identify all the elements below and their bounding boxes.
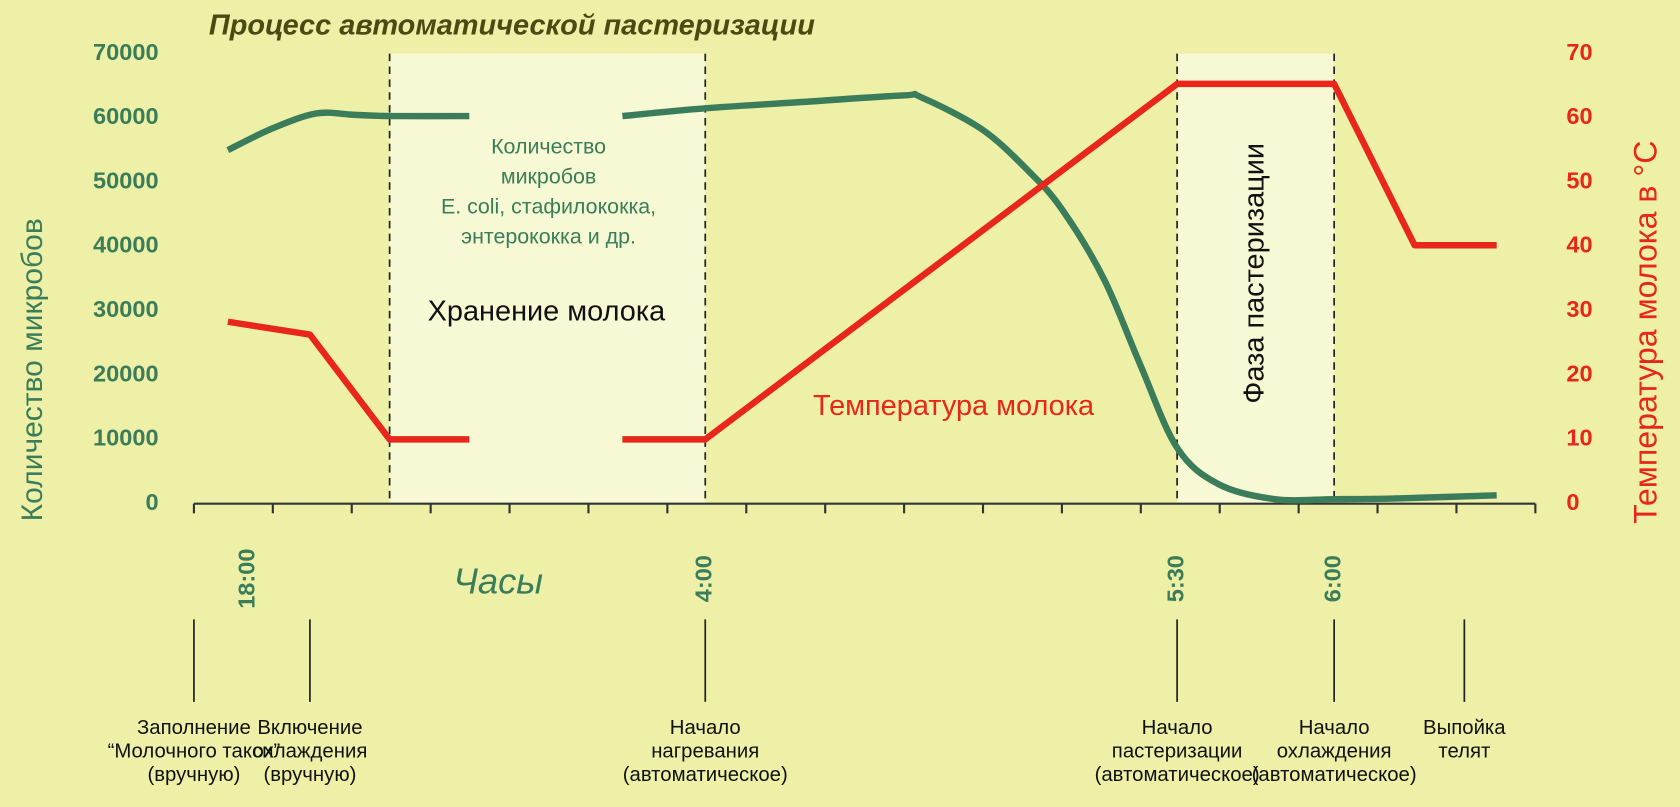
y-axis-label: Количество микробов: [16, 218, 49, 521]
x-axis-label: Часы: [453, 561, 543, 602]
event-label: телят: [1438, 741, 1490, 763]
x-tick-label: 4:00: [690, 555, 716, 602]
y2-tick-label: 70: [1566, 39, 1592, 65]
event-label: “Молочного такси”: [108, 741, 281, 763]
annotation: Температура молока: [813, 390, 1095, 422]
y-tick-label: 20000: [93, 360, 159, 386]
data-line: [227, 80, 1497, 443]
event-label: Выпойка: [1423, 717, 1506, 739]
event-label: (вручную): [263, 764, 356, 786]
event-label: Заполнение: [137, 717, 251, 739]
chart-title: Процесс автоматической пастеризации: [209, 10, 815, 42]
y-tick-label: 50000: [93, 167, 159, 193]
event-label: Начало: [1299, 717, 1370, 739]
event-label: (автоматическое): [623, 764, 788, 786]
y2-tick-label: 40: [1566, 232, 1592, 258]
x-tick-label: 6:00: [1319, 555, 1345, 602]
data-line: [226, 90, 1497, 504]
annotation: микробов: [501, 165, 596, 189]
y-tick-label: 0: [145, 489, 158, 515]
y2-axis-label: Температура молока в °C: [1627, 141, 1663, 524]
shaded-region: [1177, 53, 1335, 504]
annotation: Хранение молока: [428, 296, 667, 328]
y2-tick-label: 20: [1566, 360, 1592, 386]
event-label: Включение: [257, 717, 362, 739]
y2-tick-label: 0: [1566, 489, 1579, 515]
x-tick-label: 5:30: [1162, 555, 1188, 602]
event-label: охлаждения: [252, 741, 367, 763]
event-label: (автоматическое): [1095, 764, 1260, 786]
y2-tick-label: 60: [1566, 103, 1592, 129]
event-label: охлаждения: [1277, 741, 1392, 763]
event-label: нагревания: [651, 741, 759, 763]
event-label: пастеризации: [1112, 741, 1243, 763]
shaded-regions: [389, 53, 1335, 504]
event-label: Начало: [1142, 717, 1213, 739]
x-tick-label: 18:00: [234, 549, 260, 609]
event-label: Начало: [670, 717, 741, 739]
event-label: (автоматическое): [1252, 764, 1417, 786]
y2-tick-label: 30: [1566, 296, 1592, 322]
shaded-region: [389, 53, 706, 504]
y-tick-label: 60000: [93, 103, 159, 129]
annotation: Количество: [491, 135, 606, 159]
annotation: энтерококка и др.: [461, 225, 636, 249]
annotation: Фаза пастеризации: [1238, 143, 1270, 404]
y-tick-label: 40000: [93, 232, 159, 258]
y-tick-label: 30000: [93, 296, 159, 322]
y-tick-label: 70000: [93, 39, 159, 65]
y2-tick-label: 10: [1566, 425, 1592, 451]
annotation: E. coli, стафилококка,: [441, 195, 656, 219]
y2-tick-label: 50: [1566, 167, 1592, 193]
y-tick-label: 10000: [93, 425, 159, 451]
event-label: (вручную): [147, 764, 240, 786]
